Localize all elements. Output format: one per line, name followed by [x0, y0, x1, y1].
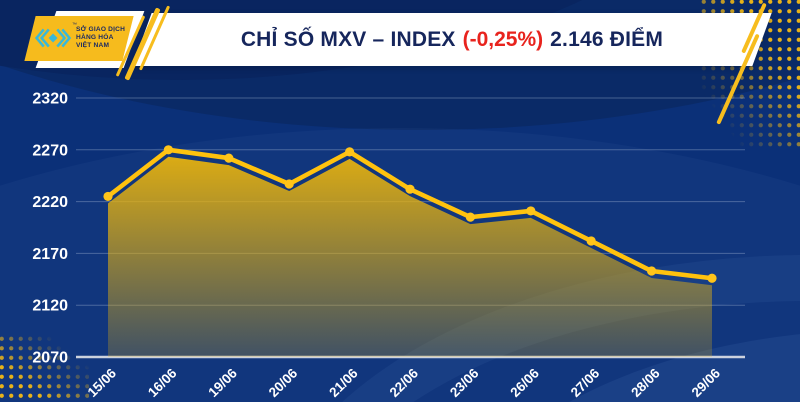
x-axis-label: 19/06	[205, 365, 240, 400]
x-axis-label: 15/06	[85, 365, 120, 400]
index-change-value: (-0,25%)	[462, 27, 544, 51]
index-points-value: 2.146 ĐIỂM	[550, 27, 664, 51]
y-axis-label: 2320	[32, 91, 68, 108]
x-axis-label: 22/06	[387, 365, 422, 400]
data-point-marker	[586, 236, 596, 246]
y-axis-label: 2120	[32, 298, 68, 315]
data-point-marker	[103, 191, 113, 202]
y-axis-label: 2170	[32, 246, 68, 263]
y-axis-label: 2270	[32, 142, 68, 159]
x-axis-label: 26/06	[507, 365, 542, 400]
y-axis-label: 2070	[32, 350, 68, 367]
data-point-marker	[284, 179, 294, 189]
data-point-marker	[707, 273, 717, 283]
x-axis-label: 20/06	[266, 365, 301, 400]
title-banner: CHỈ SỐ MXV – INDEX (-0,25%) 2.146 ĐIỂM	[132, 13, 772, 66]
y-axis-label: 2220	[32, 194, 68, 211]
data-point-marker	[163, 145, 173, 155]
data-point-marker	[345, 147, 355, 157]
x-axis-label: 29/06	[689, 365, 724, 400]
trademark-symbol: ™	[72, 22, 78, 29]
mxv-logo-mark-icon: ™	[34, 22, 77, 49]
x-axis-label: 28/06	[628, 365, 663, 400]
x-axis-label: 16/06	[145, 365, 180, 400]
area-fill	[108, 156, 712, 357]
page-title: CHỈ SỐ MXV – INDEX (-0,25%) 2.146 ĐIỂM	[241, 28, 663, 52]
x-axis-label: 21/06	[326, 365, 361, 400]
data-point-marker	[405, 184, 415, 194]
x-axis-label: 23/06	[447, 365, 482, 400]
x-axis-label: 27/06	[568, 365, 603, 400]
logo-org-name: SỞ GIAO DỊCH HÀNG HÓA VIỆT NAM	[76, 26, 126, 50]
index-title-prefix: CHỈ SỐ MXV – INDEX	[240, 27, 456, 51]
mxv-logo: ™ SỞ GIAO DỊCH HÀNG HÓA VIỆT NAM	[24, 16, 134, 61]
data-point-marker	[647, 266, 657, 276]
data-point-marker	[224, 153, 234, 163]
data-point-marker	[465, 212, 475, 222]
data-point-marker	[526, 206, 536, 216]
